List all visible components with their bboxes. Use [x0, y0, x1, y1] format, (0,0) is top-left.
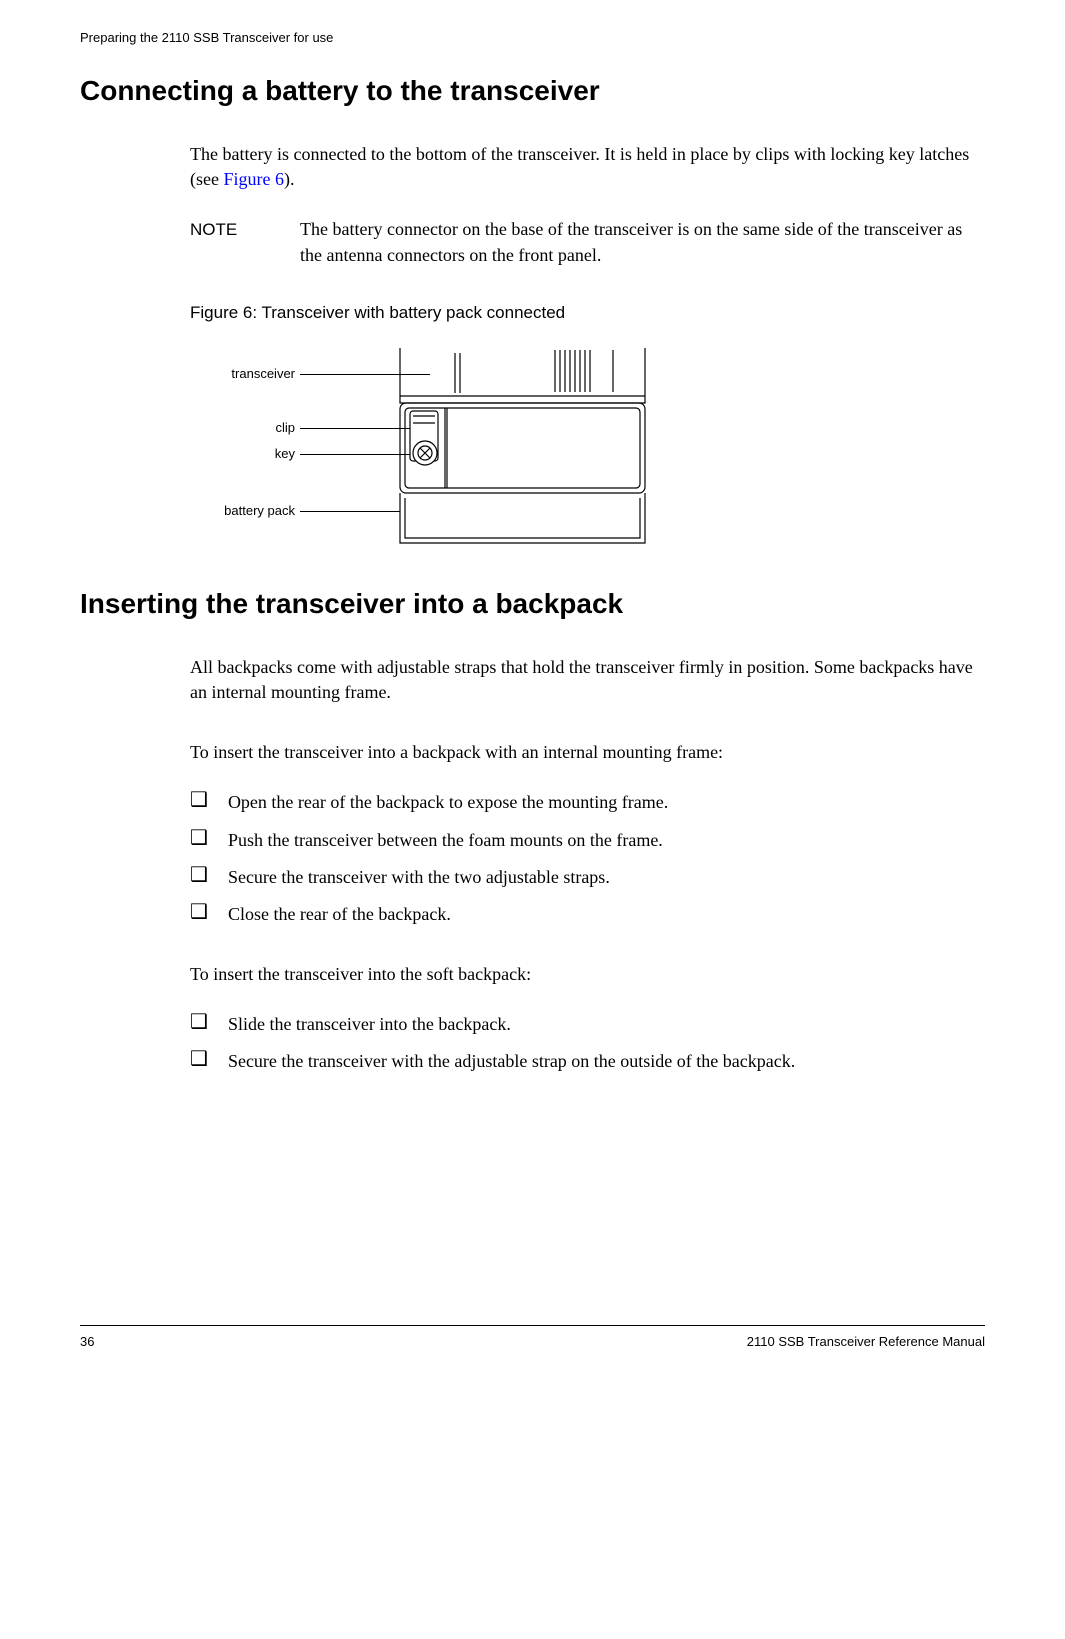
list-item-text: Close the rear of the backpack. [228, 902, 451, 927]
chapter-title: Preparing the 2110 SSB Transceiver for u… [80, 30, 333, 45]
list-item-text: Open the rear of the backpack to expose … [228, 790, 668, 815]
figure-container: transceiver clip key battery pack [190, 348, 985, 548]
figure-line-clip [300, 428, 410, 429]
checklist-soft-backpack: ❑ Slide the transceiver into the backpack… [190, 1012, 985, 1074]
battery-intro-paragraph: The battery is connected to the bottom o… [190, 142, 985, 192]
list-item-text: Push the transceiver between the foam mo… [228, 828, 663, 853]
checklist-mounting-frame: ❑ Open the rear of the backpack to expose… [190, 790, 985, 927]
list-item: ❑ Secure the transceiver with the adjusta… [190, 1049, 985, 1074]
note-text: The battery connector on the base of the… [300, 217, 985, 267]
intro-text-before: The battery is connected to the bottom o… [190, 144, 969, 189]
note-label: NOTE [190, 217, 300, 240]
list-item-text: Secure the transceiver with the two adju… [228, 865, 610, 890]
checkbox-icon: ❑ [190, 865, 208, 885]
list1-intro: To insert the transceiver into a backpac… [190, 740, 985, 765]
checkbox-icon: ❑ [190, 828, 208, 848]
page-header: Preparing the 2110 SSB Transceiver for u… [80, 30, 985, 45]
section-heading-battery: Connecting a battery to the transceiver [80, 75, 985, 107]
list-item: ❑ Slide the transceiver into the backpack… [190, 1012, 985, 1037]
note-block: NOTE The battery connector on the base o… [190, 217, 985, 267]
list-item-text: Secure the transceiver with the adjustab… [228, 1049, 795, 1074]
page-number: 36 [80, 1334, 94, 1349]
doc-title: 2110 SSB Transceiver Reference Manual [747, 1334, 985, 1349]
checkbox-icon: ❑ [190, 790, 208, 810]
list2-intro: To insert the transceiver into the soft … [190, 962, 985, 987]
list-item: ❑ Push the transceiver between the foam m… [190, 828, 985, 853]
list-item: ❑ Secure the transceiver with the two adj… [190, 865, 985, 890]
page-footer: 36 2110 SSB Transceiver Reference Manual [80, 1325, 985, 1349]
intro-text-after: ). [284, 169, 295, 189]
checkbox-icon: ❑ [190, 1049, 208, 1069]
figure-link[interactable]: Figure 6 [223, 169, 284, 189]
list-item-text: Slide the transceiver into the backpack. [228, 1012, 511, 1037]
backpack-intro: All backpacks come with adjustable strap… [190, 655, 985, 705]
checkbox-icon: ❑ [190, 1012, 208, 1032]
figure-label-clip: clip [190, 420, 295, 435]
list-item: ❑ Open the rear of the backpack to expose… [190, 790, 985, 815]
figure-label-key: key [190, 446, 295, 461]
list-item: ❑ Close the rear of the backpack. [190, 902, 985, 927]
checkbox-icon: ❑ [190, 902, 208, 922]
transceiver-illustration [395, 348, 655, 548]
section-heading-backpack: Inserting the transceiver into a backpac… [80, 588, 985, 620]
figure-line-battery [300, 511, 400, 512]
figure-label-battery: battery pack [190, 503, 295, 518]
figure-label-transceiver: transceiver [190, 366, 295, 381]
figure-caption: Figure 6: Transceiver with battery pack … [190, 303, 985, 323]
